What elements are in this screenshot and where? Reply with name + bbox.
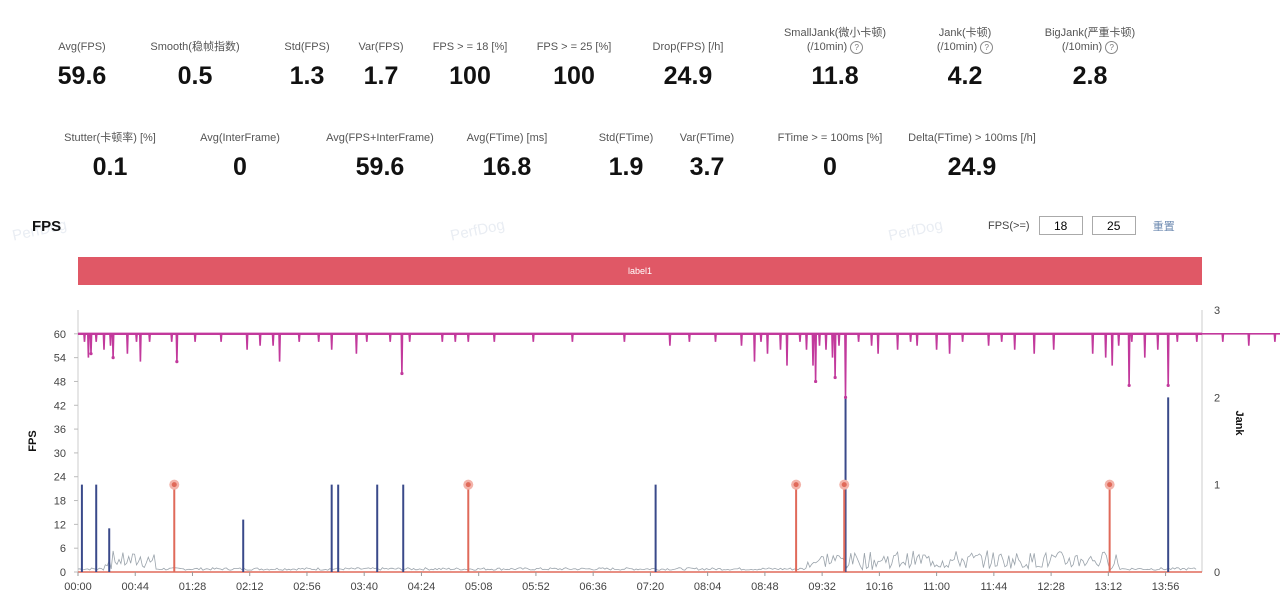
x-tick-label: 08:48 — [751, 581, 779, 593]
x-tick-label: 09:32 — [808, 581, 836, 593]
x-tick-label: 08:04 — [694, 581, 722, 593]
y2-tick-label: 3 — [1214, 305, 1220, 317]
x-tick-label: 11:44 — [980, 581, 1007, 593]
metric-value: 24.9 — [613, 62, 763, 91]
fps-threshold: FPS(>=) 重置 — [988, 216, 1175, 235]
question-circle-icon[interactable]: ? — [1105, 41, 1118, 54]
metric-value: 11.8 — [760, 62, 910, 91]
fps-dip-point — [112, 356, 115, 359]
bigjank-marker — [466, 482, 471, 487]
x-tick-label: 04:24 — [408, 581, 436, 593]
metric-metrics_row2-6: FTime > = 100ms [%] 0 — [755, 131, 905, 182]
x-tick-label: 01:28 — [179, 581, 207, 593]
y-tick-label: 12 — [54, 519, 66, 531]
watermark: PerfDog — [449, 216, 506, 244]
y-tick-label: 6 — [60, 543, 66, 555]
bigjank-marker — [794, 482, 799, 487]
watermark: PerfDog — [887, 216, 944, 244]
y-tick-label: 24 — [54, 472, 66, 484]
metric-metrics_row1-6: Drop(FPS) [/h] 24.9 — [613, 40, 763, 91]
x-tick-label: 06:36 — [579, 581, 607, 593]
y-tick-label: 0 — [60, 567, 66, 579]
metric-label: SmallJank(微小卡顿) — [760, 26, 910, 40]
section-title: FPS — [32, 218, 61, 235]
x-tick-label: 00:44 — [121, 581, 149, 593]
metric-value: 0 — [755, 153, 905, 182]
x-tick-label: 12:28 — [1037, 581, 1065, 593]
y-tick-label: 54 — [54, 353, 66, 365]
metric-value: 0 — [165, 153, 315, 182]
y-tick-label: 42 — [54, 400, 66, 412]
x-tick-label: 10:16 — [866, 581, 894, 593]
reset-button[interactable]: 重置 — [1153, 221, 1175, 233]
metric-label-unit: (/10min)? — [1015, 40, 1165, 54]
threshold-label: FPS(>=) — [988, 220, 1030, 232]
fps-dip-point — [1128, 384, 1131, 387]
label-bar[interactable]: label1 — [78, 257, 1202, 285]
x-tick-label: 02:12 — [236, 581, 264, 593]
metric-metrics_row1-7: SmallJank(微小卡顿) (/10min)? 11.8 — [760, 26, 910, 91]
bigjank-marker — [1107, 482, 1112, 487]
metric-label: Avg(InterFrame) — [165, 131, 315, 145]
x-tick-label: 11:00 — [923, 581, 950, 593]
metric-value: 0.1 — [35, 153, 185, 182]
metric-metrics_row2-1: Avg(InterFrame) 0 — [165, 131, 315, 182]
x-tick-label: 00:00 — [64, 581, 92, 593]
fps-line — [78, 334, 1280, 398]
y-tick-label: 36 — [54, 424, 66, 436]
x-tick-label: 02:56 — [293, 581, 321, 593]
fps-dip-point — [834, 376, 837, 379]
y-tick-label: 60 — [54, 329, 66, 341]
y-tick-label: 48 — [54, 376, 66, 388]
metric-label-unit: (/10min)? — [760, 40, 910, 54]
fps-dip-point — [814, 380, 817, 383]
y2-tick-label: 1 — [1214, 480, 1220, 492]
metric-value: 2.8 — [1015, 62, 1165, 91]
x-tick-label: 07:20 — [637, 581, 665, 593]
y2-axis-title: Jank — [1233, 410, 1245, 436]
y-tick-label: 30 — [54, 448, 66, 460]
question-circle-icon[interactable]: ? — [980, 41, 993, 54]
metric-label: BigJank(严重卡顿) — [1015, 26, 1165, 40]
x-tick-label: 13:56 — [1152, 581, 1180, 593]
y-tick-label: 18 — [54, 496, 66, 508]
metric-metrics_row2-0: Stutter(卡顿率) [%] 0.1 — [35, 131, 185, 182]
fps-dip-point — [89, 352, 92, 355]
metric-metrics_row2-7: Delta(FTime) > 100ms [/h] 24.9 — [897, 131, 1047, 182]
fps-dip-point — [400, 372, 403, 375]
y-axis-title: FPS — [27, 430, 39, 451]
y2-tick-label: 0 — [1214, 567, 1220, 579]
x-tick-label: 03:40 — [350, 581, 378, 593]
metric-label: Stutter(卡顿率) [%] — [35, 131, 185, 145]
metric-value: 24.9 — [897, 153, 1047, 182]
threshold-input-2[interactable] — [1092, 216, 1136, 235]
fps-dip-point — [844, 396, 847, 399]
question-circle-icon[interactable]: ? — [850, 41, 863, 54]
fps-dip-point — [175, 360, 178, 363]
metric-label: Delta(FTime) > 100ms [/h] — [897, 131, 1047, 145]
bigjank-marker — [842, 482, 847, 487]
fps-dip-point — [1167, 384, 1170, 387]
y2-tick-label: 2 — [1214, 392, 1220, 404]
bigjank-marker — [172, 482, 177, 487]
x-tick-label: 05:08 — [465, 581, 493, 593]
x-tick-label: 05:52 — [522, 581, 550, 593]
x-tick-label: 13:12 — [1095, 581, 1123, 593]
metric-label: FTime > = 100ms [%] — [755, 131, 905, 145]
metric-label: Drop(FPS) [/h] — [613, 40, 763, 54]
metric-metrics_row1-9: BigJank(严重卡顿) (/10min)? 2.8 — [1015, 26, 1165, 91]
threshold-input-1[interactable] — [1039, 216, 1083, 235]
ftime-line — [78, 551, 1196, 571]
